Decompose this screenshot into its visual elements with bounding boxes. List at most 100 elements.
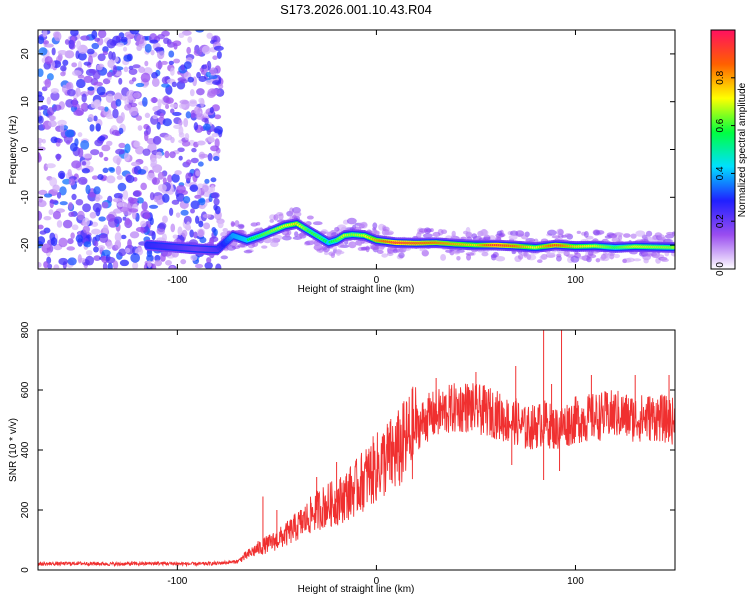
noise-speck: [155, 61, 163, 69]
noise-speck: [93, 186, 101, 195]
noise-speck: [183, 61, 192, 69]
noise-speck: [172, 234, 179, 239]
noise-speck: [157, 171, 165, 180]
noise-speck: [157, 33, 165, 40]
noise-speck: [162, 177, 167, 185]
noise-speck: [97, 245, 106, 250]
noise-speck: [59, 124, 65, 133]
noise-speck: [102, 46, 109, 53]
noise-speck: [201, 45, 211, 55]
noise-speck: [38, 68, 44, 77]
noise-speck: [70, 232, 75, 239]
noise-speck: [68, 178, 76, 186]
noise-speck: [113, 216, 123, 224]
noise-speck: [80, 103, 86, 110]
noise-speck: [102, 167, 109, 174]
noise-speck: [94, 37, 101, 42]
noise-speck: [92, 202, 102, 213]
noise-speck: [136, 197, 144, 204]
halo-speck: [583, 230, 589, 238]
noise-speck: [195, 30, 205, 33]
colorbar-gradient: [711, 30, 735, 269]
noise-speck: [62, 219, 73, 229]
noise-speck: [171, 199, 180, 205]
noise-speck: [144, 112, 151, 118]
noise-speck: [184, 132, 190, 141]
noise-speck: [144, 60, 149, 67]
noise-speck: [190, 157, 199, 164]
noise-speck: [213, 45, 224, 51]
noise-speck: [209, 67, 217, 76]
noise-speck: [150, 263, 157, 269]
noise-speck: [91, 30, 98, 40]
noise-speck: [196, 140, 206, 146]
noise-speck: [50, 237, 58, 247]
noise-speck: [211, 132, 219, 138]
halo-speck: [483, 236, 491, 240]
noise-speck: [71, 62, 78, 68]
noise-speck: [89, 124, 95, 132]
halo-speck: [547, 229, 557, 236]
noise-speck: [98, 151, 104, 158]
noise-speck: [82, 203, 91, 213]
noise-speck: [61, 84, 67, 94]
noise-speck: [115, 165, 122, 176]
noise-speck: [140, 220, 147, 228]
noise-speck: [90, 149, 100, 156]
noise-speck: [66, 88, 76, 97]
halo-speck: [330, 252, 336, 259]
noise-speck: [199, 153, 209, 158]
halo-speck: [517, 253, 524, 260]
halo-speck: [250, 222, 258, 227]
noise-speck: [112, 197, 122, 203]
halo-speck: [335, 248, 342, 256]
noise-speck: [170, 108, 175, 114]
noise-speck: [38, 94, 45, 102]
noise-speck: [77, 254, 82, 264]
halo-speck: [449, 249, 455, 256]
halo-speck: [551, 235, 561, 239]
noise-speck: [123, 66, 129, 73]
halo-speck: [556, 228, 564, 236]
noise-speck: [77, 52, 87, 61]
noise-speck: [198, 197, 206, 206]
noise-speck: [101, 249, 111, 257]
halo-speck: [419, 248, 427, 252]
noise-speck: [147, 260, 152, 268]
noise-speck: [185, 172, 192, 181]
halo-speck: [314, 243, 322, 250]
noise-speck: [193, 122, 199, 131]
noise-speck: [106, 175, 116, 184]
noise-speck: [97, 106, 105, 111]
noise-speck: [68, 211, 75, 217]
noise-speck: [210, 88, 221, 95]
halo-speck: [666, 231, 674, 236]
noise-speck: [136, 34, 145, 45]
noise-speck: [187, 36, 193, 43]
noise-speck: [212, 55, 218, 60]
noise-speck: [75, 87, 81, 97]
noise-speck: [161, 83, 170, 88]
noise-speck: [75, 234, 83, 243]
noise-speck: [185, 159, 192, 165]
noise-speck: [172, 111, 182, 117]
halo-speck: [226, 245, 236, 251]
noise-speck: [213, 198, 220, 206]
noise-speck: [152, 114, 158, 120]
noise-speck: [115, 148, 125, 155]
noise-speck: [197, 161, 204, 167]
noise-speck: [178, 155, 183, 161]
snr-panel: -100 0 100 0 200 400 600 800 Height of straight…: [8, 321, 676, 595]
halo-speck: [670, 251, 675, 257]
noise-speck: [161, 60, 168, 65]
noise-speck: [115, 98, 122, 107]
colorbar-tick-label: 0.2: [715, 214, 726, 228]
noise-speck: [94, 240, 99, 247]
noise-speck: [176, 184, 186, 194]
noise-speck: [107, 59, 115, 68]
halo-speck: [613, 253, 621, 259]
noise-speck: [95, 123, 101, 132]
noise-speck: [106, 213, 116, 222]
halo-speck: [481, 251, 489, 257]
